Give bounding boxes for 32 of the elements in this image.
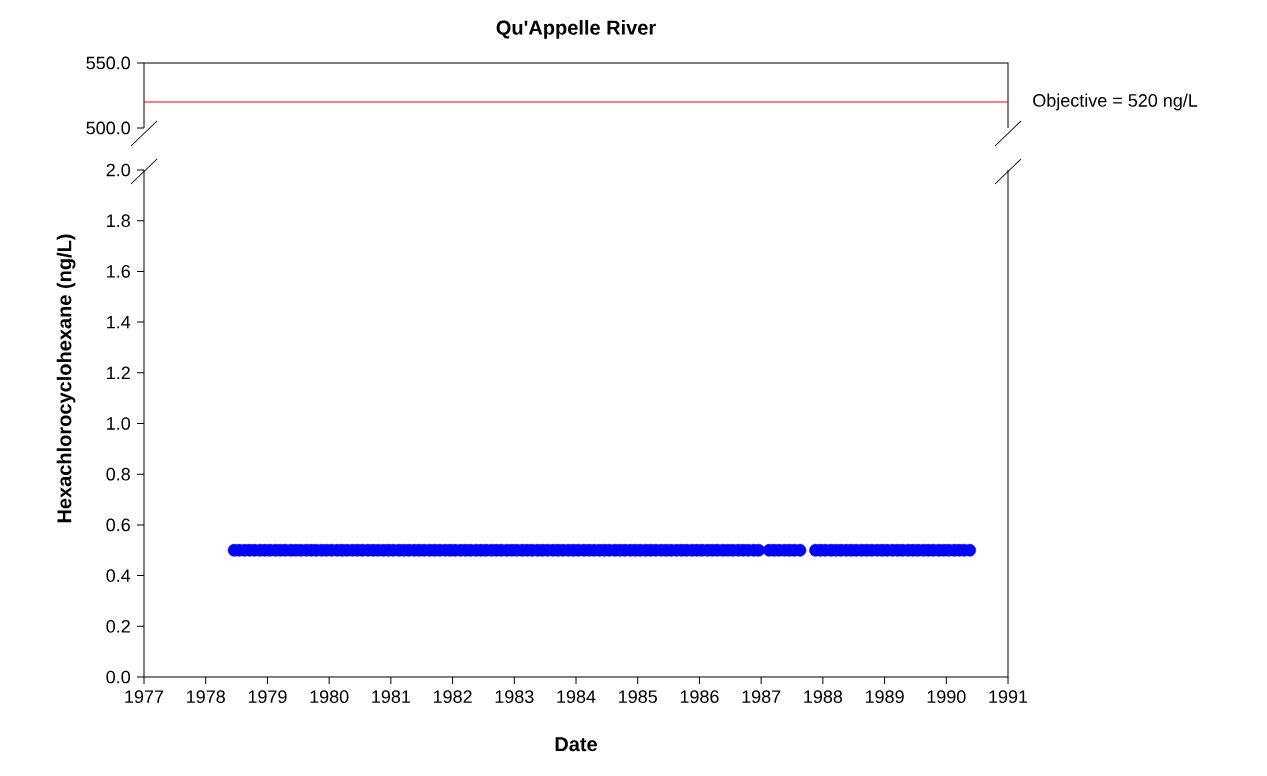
y-tick-label: 1.4 [107,315,131,329]
y-axis-title: Hexachlorocyclohexane (ng/L) [56,234,76,523]
y-tick-label: 1.8 [107,214,130,228]
x-tick-label: 1978 [187,690,225,703]
x-tick-label: 1987 [742,690,781,703]
x-tick-label: 1988 [804,690,843,703]
x-tick-label: 1991 [989,690,1028,703]
y-tick-label: 1.2 [107,366,130,380]
x-tick-label: 1981 [372,690,410,703]
x-tick-label: 1984 [557,690,596,703]
x-tick-label: 1989 [865,690,904,703]
y-tick-label: 0.4 [106,569,131,582]
x-tick-label: 1982 [433,690,472,703]
x-tick-label: 1979 [248,690,287,703]
x-tick-label: 1977 [125,690,164,703]
x-axis-title: Date [555,737,597,752]
x-tick-label: 1983 [495,690,534,703]
x-tick-label: 1990 [927,690,966,703]
y-tick-label: 500.0 [86,121,131,135]
y-tick-label: 2.0 [106,163,131,177]
chart-title: Qu'Appelle River [496,20,656,39]
x-tick-label: 1986 [680,690,719,703]
y-tick-label: 0.6 [106,518,130,532]
y-tick-label: 0.8 [106,467,130,481]
x-tick-label: 1985 [619,690,657,703]
y-tick-label: 1.6 [107,265,130,278]
ref-line-label: Objective = 520 ng/L [1033,93,1198,111]
y-tick-label: 1.0 [107,417,131,430]
x-tick-label: 1980 [310,690,349,703]
y-tick-label: 0.2 [106,619,130,633]
y-tick-label: 550.0 [86,56,131,70]
y-tick-label: 0.0 [106,670,131,684]
